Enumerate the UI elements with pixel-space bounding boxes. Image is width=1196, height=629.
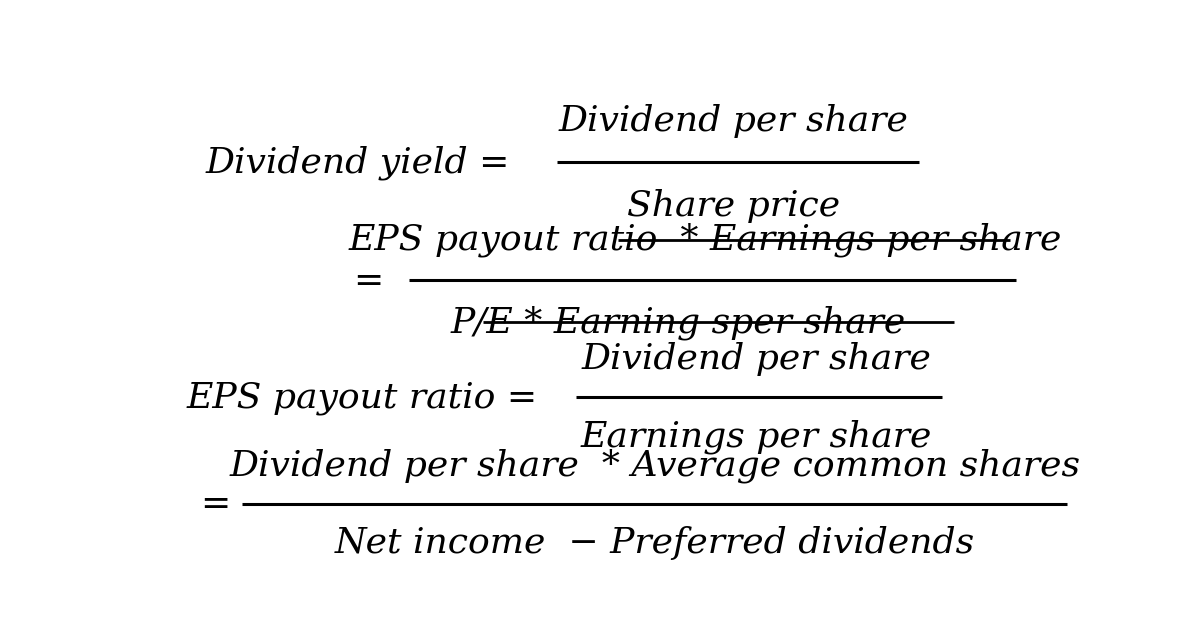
Text: P/E * Earning sper share: P/E * Earning sper share — [450, 305, 905, 340]
Text: EPS payout ratio  * Earnings per share: EPS payout ratio * Earnings per share — [349, 223, 1062, 257]
Text: Dividend per share: Dividend per share — [581, 342, 932, 376]
Text: Dividend per share  * Average common shares: Dividend per share * Average common shar… — [230, 448, 1080, 482]
Text: Share price: Share price — [627, 189, 840, 223]
Text: =: = — [354, 264, 384, 298]
Text: EPS payout ratio =: EPS payout ratio = — [187, 381, 549, 415]
Text: Net income  − Preferred dividends: Net income − Preferred dividends — [335, 526, 975, 560]
Text: Dividend yield =: Dividend yield = — [206, 145, 521, 180]
Text: Dividend per share: Dividend per share — [559, 104, 909, 138]
Text: Earnings per share: Earnings per share — [581, 419, 933, 454]
Text: =: = — [201, 487, 231, 521]
